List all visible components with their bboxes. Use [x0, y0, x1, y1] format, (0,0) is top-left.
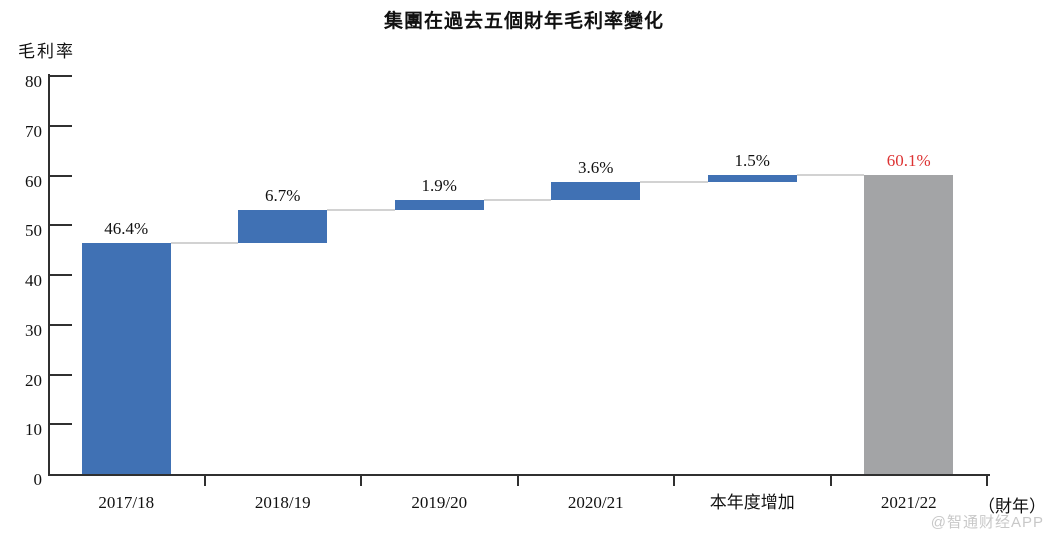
bar-value-label: 6.7%	[265, 185, 301, 205]
x-tick-label: 2018/19	[254, 493, 311, 512]
x-tick-mark	[829, 476, 832, 486]
y-tick-label: 20	[25, 370, 42, 390]
y-tick-mark	[50, 75, 72, 77]
y-tick-mark	[50, 423, 72, 426]
x-tick-mark	[516, 476, 519, 486]
waterfall-bar-3	[394, 200, 484, 210]
x-tick-label: 2019/20	[411, 493, 468, 512]
x-axis-unit-label: （財年）	[978, 497, 1046, 516]
x-tick-mark	[673, 476, 675, 486]
bar-value-label: 1.5%	[734, 151, 770, 170]
connector-line	[170, 242, 239, 245]
y-tick-label: 30	[25, 320, 42, 340]
y-tick-label: 50	[25, 221, 42, 241]
x-axis-line	[48, 474, 990, 476]
y-tick-mark	[50, 373, 72, 376]
watermark: @智通财经APP	[930, 514, 1044, 531]
waterfall-bar-5	[707, 175, 797, 183]
waterfall-bar-4	[551, 182, 641, 201]
x-tick-mark	[203, 476, 206, 486]
bar-value-label: 3.6%	[578, 158, 614, 178]
y-tick-mark	[50, 323, 72, 326]
connector-line	[327, 208, 395, 211]
bar-value-label: 60.1%	[886, 151, 931, 170]
x-tick-label: 2017/18	[98, 493, 155, 512]
connector-line	[796, 174, 865, 176]
y-tick-label: 80	[25, 72, 42, 91]
y-tick-label: 40	[25, 271, 42, 290]
bar-value-label: 1.9%	[421, 176, 457, 196]
waterfall-bar-2	[238, 209, 328, 244]
y-tick-label: 70	[25, 121, 42, 141]
y-axis-title: 毛利率	[18, 42, 75, 61]
y-tick-mark	[50, 274, 72, 276]
y-tick-label: 10	[25, 420, 42, 440]
chart-title: 集團在過去五個財年毛利率變化	[383, 11, 664, 32]
y-axis-line	[48, 74, 50, 476]
x-tick-label: 2020/21	[567, 493, 624, 512]
y-tick-mark	[50, 224, 72, 227]
waterfall-bar-1	[81, 243, 171, 474]
x-tick-label: 本年度增加	[709, 493, 795, 512]
x-tick-mark	[360, 476, 362, 486]
connector-line	[640, 181, 708, 184]
y-tick-mark	[50, 174, 72, 177]
connector-line	[483, 199, 552, 202]
bar-value-label: 46.4%	[104, 219, 149, 239]
x-tick-label: 2021/22	[880, 493, 937, 512]
y-tick-mark	[50, 124, 72, 127]
waterfall-bar-6	[864, 175, 954, 474]
y-tick-label: 0	[33, 470, 43, 489]
y-tick-label: 60	[25, 171, 42, 191]
x-tick-mark	[986, 476, 988, 486]
